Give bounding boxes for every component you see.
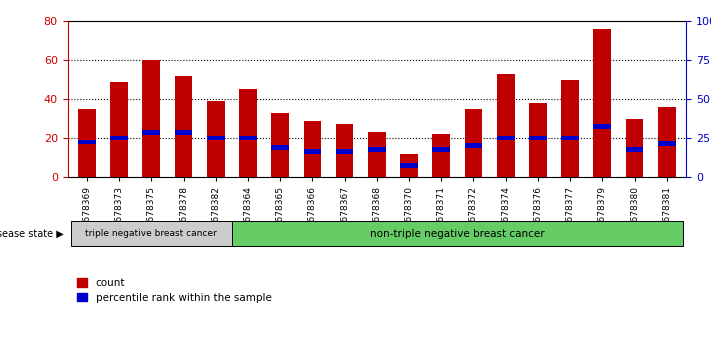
Bar xyxy=(626,147,643,152)
Text: non-triple negative breast cancer: non-triple negative breast cancer xyxy=(370,229,545,239)
Bar xyxy=(368,147,385,152)
Bar xyxy=(561,80,579,177)
Bar xyxy=(594,124,611,129)
Bar xyxy=(142,60,160,177)
Bar xyxy=(304,120,321,177)
Bar xyxy=(110,136,128,141)
Bar xyxy=(497,74,515,177)
Bar xyxy=(336,149,353,154)
Bar xyxy=(207,101,225,177)
Bar xyxy=(239,136,257,141)
Bar xyxy=(626,119,643,177)
Bar xyxy=(78,139,96,144)
Bar xyxy=(336,124,353,177)
Bar xyxy=(272,113,289,177)
Bar xyxy=(239,89,257,177)
Bar xyxy=(432,147,450,152)
Bar xyxy=(175,76,193,177)
Bar xyxy=(304,149,321,154)
Bar xyxy=(529,136,547,141)
Bar xyxy=(658,142,675,146)
Bar xyxy=(464,143,482,148)
Bar xyxy=(497,136,515,141)
Bar xyxy=(400,154,418,177)
Bar xyxy=(464,109,482,177)
Text: disease state ▶: disease state ▶ xyxy=(0,229,64,239)
Bar xyxy=(272,145,289,150)
Bar xyxy=(78,109,96,177)
Bar xyxy=(110,81,128,177)
Legend: count, percentile rank within the sample: count, percentile rank within the sample xyxy=(73,274,276,307)
Bar xyxy=(529,103,547,177)
Bar xyxy=(400,163,418,168)
Bar xyxy=(594,29,611,177)
Bar xyxy=(658,107,675,177)
Bar xyxy=(561,136,579,141)
Bar xyxy=(232,221,683,246)
Text: triple negative breast cancer: triple negative breast cancer xyxy=(85,229,217,238)
Bar xyxy=(368,132,385,177)
Bar xyxy=(142,130,160,135)
Bar xyxy=(432,134,450,177)
Bar xyxy=(71,221,232,246)
Bar xyxy=(175,130,193,135)
Bar xyxy=(207,136,225,141)
